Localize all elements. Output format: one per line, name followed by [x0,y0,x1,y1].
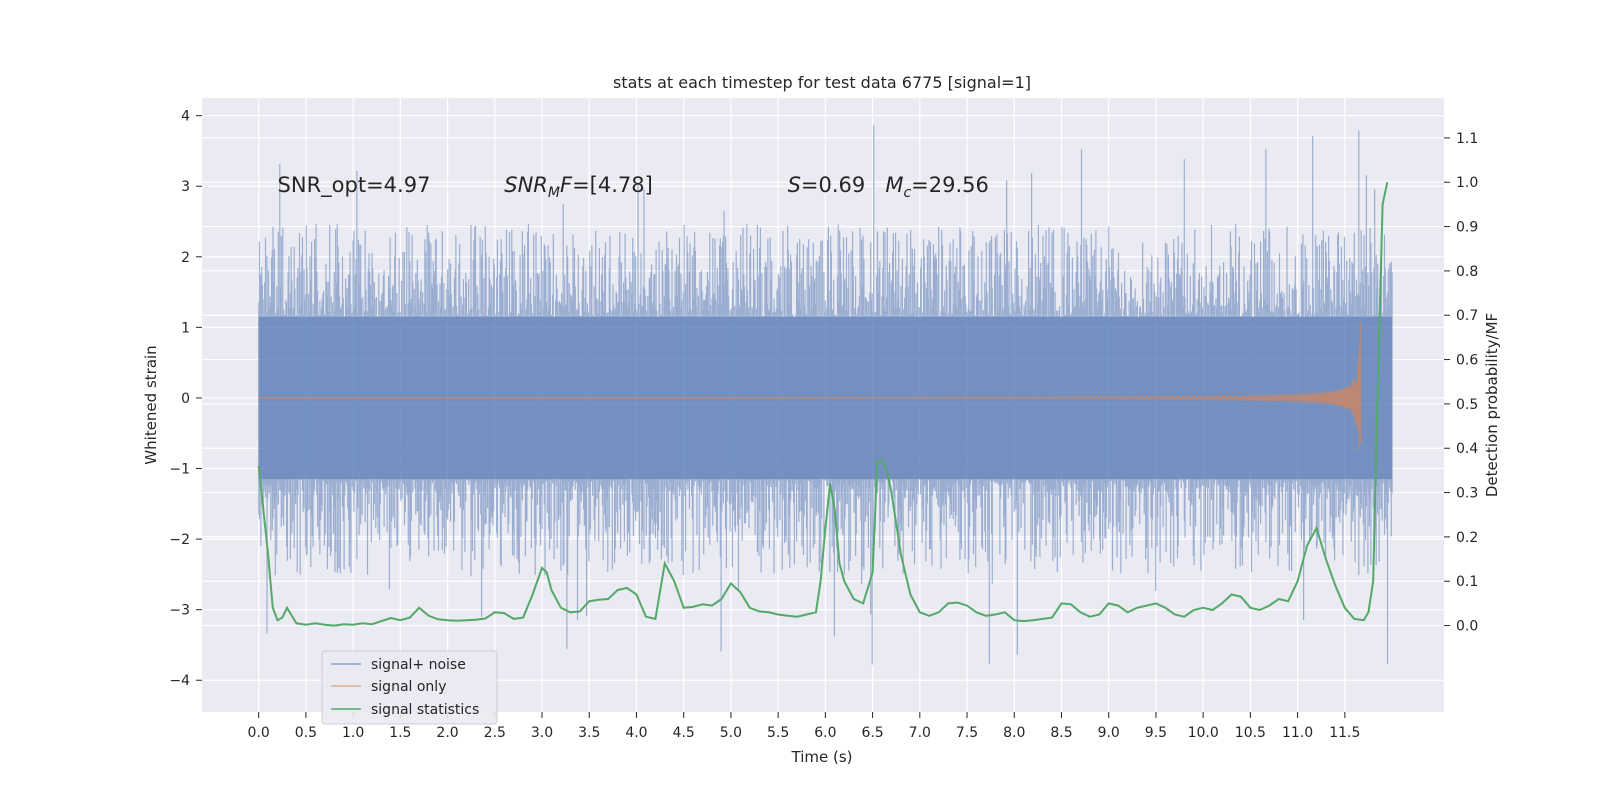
x-tick-label: 1.5 [389,725,411,741]
signal-trace [258,322,1364,451]
x-tick-label: 8.0 [1003,725,1025,741]
x-tick-label: 9.5 [1145,725,1167,741]
x-tick-label: 3.0 [531,725,553,741]
y2-tick-label: 0.5 [1456,397,1478,413]
x-tick-label: 11.0 [1282,725,1313,741]
x-tick-label: 4.0 [625,725,647,741]
x-tick-label: 11.5 [1329,725,1360,741]
x-axis-label: Time (s) [791,748,853,766]
x-tick-label: 7.0 [909,725,931,741]
x-tick-label: 6.5 [861,725,883,741]
x-tick-label: 5.0 [720,725,742,741]
y2-tick-label: 0.6 [1456,353,1478,369]
x-tick-label: 9.0 [1098,725,1120,741]
y-tick-label: −1 [169,462,190,478]
y2-tick-label: 0.4 [1456,441,1478,457]
y2-tick-label: 0.0 [1456,619,1478,635]
x-tick-label: 10.0 [1188,725,1219,741]
y-tick-label: 1 [181,320,190,336]
statistics-series [257,181,1389,627]
x-tick-label: 0.0 [248,725,270,741]
x-tick-label: 7.5 [956,725,978,741]
statistics-trace [257,181,1389,627]
legend-box [321,650,498,725]
legend: signal+ noise signal only signal statist… [321,650,498,725]
y-axis-label: Whitened strain [142,345,160,464]
x-tick-label: 5.5 [767,725,789,741]
x-tick-label: 8.5 [1050,725,1072,741]
axis-ticks: 0.0 0.5 1.0 1.5 2.0 2.5 3.0 3.5 4.0 4.5 5.0 5.5 6.0 6… [169,109,1478,741]
x-tick-label: 0.5 [295,725,317,741]
x-tick-label: 2.5 [484,725,506,741]
x-tick-label: 2.0 [436,725,458,741]
y2-tick-label: 0.8 [1456,264,1478,280]
legend-label-noise: signal+ noise [371,657,466,673]
x-tick-label: 3.5 [578,725,600,741]
y-tick-label: −2 [169,532,190,548]
legend-label-signal: signal only [371,679,446,695]
y-tick-label: −4 [169,673,190,689]
y-tick-label: 3 [181,179,190,195]
y-tick-label: 4 [181,109,190,125]
annotation-s-mc: S=0.69 Mc=29.56 [788,173,989,201]
annotation-snr-mf: SNRMF=[4.78] [504,173,653,201]
y2-tick-label: 0.7 [1456,308,1478,324]
y-tick-label: 2 [181,250,190,266]
x-tick-label: 1.0 [342,725,364,741]
y-tick-label: −3 [169,603,190,619]
chart-title: stats at each timestep for test data 677… [613,73,1031,92]
y2-tick-label: 0.1 [1456,574,1478,590]
y2-tick-label: 0.2 [1456,530,1478,546]
legend-label-statistics: signal statistics [371,702,479,718]
y2-tick-label: 1.1 [1456,131,1478,147]
annotations: SNR_opt=4.97 SNRMF=[4.78] S=0.69 Mc=29.56 [278,173,989,201]
x-tick-label: 4.5 [673,725,695,741]
y2-tick-label: 0.9 [1456,220,1478,236]
y-tick-label: 0 [181,391,190,407]
y2-tick-label: 1.0 [1456,175,1478,191]
signal-series [258,322,1364,451]
annotation-snr-opt: SNR_opt=4.97 [278,173,431,198]
y2-axis-label: Detection probability/MF [1483,313,1501,497]
x-tick-label: 10.5 [1235,725,1266,741]
x-tick-label: 6.0 [814,725,836,741]
y2-tick-label: 0.3 [1456,486,1478,502]
